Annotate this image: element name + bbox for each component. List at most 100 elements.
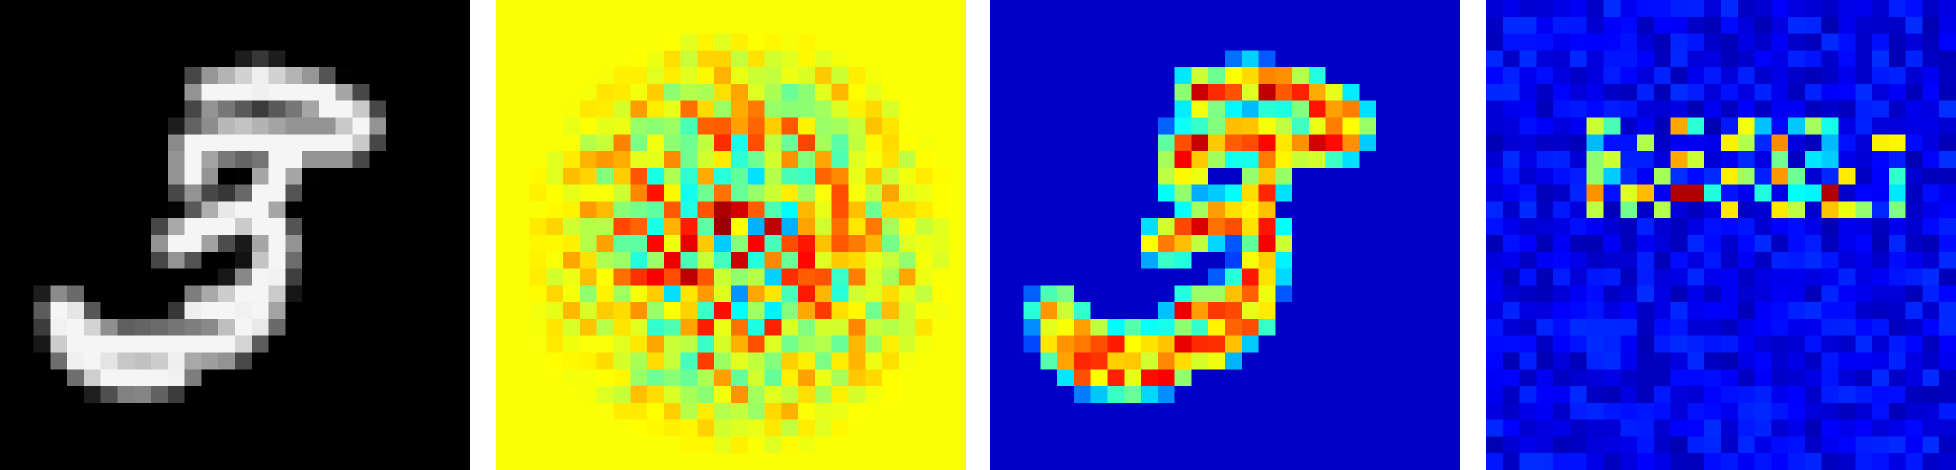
heatmap-cell — [1325, 386, 1343, 404]
heatmap-cell — [898, 100, 916, 118]
heatmap-cell — [1821, 117, 1839, 135]
heatmap-cell — [898, 402, 916, 420]
heatmap-cell — [1023, 67, 1041, 85]
heatmap-cell — [1040, 453, 1058, 470]
signed-attribution-heatmap — [496, 0, 966, 470]
heatmap-cell — [1754, 16, 1772, 34]
heatmap-cell — [1653, 201, 1671, 219]
heatmap-cell — [932, 453, 950, 470]
heatmap-cell — [436, 419, 454, 437]
heatmap-cell — [1107, 352, 1125, 370]
heatmap-cell — [1737, 33, 1755, 51]
heatmap-cell — [335, 419, 353, 437]
heatmap-cell — [1258, 302, 1276, 320]
heatmap-cell — [352, 453, 370, 470]
heatmap-cell — [1670, 201, 1688, 219]
heatmap-cell — [1553, 402, 1571, 420]
heatmap-cell — [1519, 453, 1537, 470]
heatmap-cell — [1275, 268, 1293, 286]
heatmap-cell — [1141, 117, 1159, 135]
heatmap-cell — [882, 235, 900, 253]
heatmap-cell — [386, 167, 404, 185]
heatmap-cell — [1124, 201, 1142, 219]
heatmap-cell — [1620, 218, 1638, 236]
heatmap-cell — [419, 184, 437, 202]
heatmap-cell — [915, 285, 933, 303]
heatmap-cell — [1141, 16, 1159, 34]
heatmap-cell — [1754, 167, 1772, 185]
heatmap-cell — [1939, 218, 1956, 236]
heatmap-cell — [882, 100, 900, 118]
heatmap-cell — [1603, 436, 1621, 454]
heatmap-cell — [1292, 402, 1310, 420]
heatmap-cell — [218, 436, 236, 454]
heatmap-cell — [1023, 235, 1041, 253]
heatmap-cell — [496, 453, 514, 470]
heatmap-cell — [1821, 335, 1839, 353]
heatmap-cell — [1073, 50, 1092, 68]
heatmap-cell — [1687, 0, 1705, 18]
heatmap-cell — [335, 67, 353, 85]
heatmap-cell — [117, 117, 135, 135]
heatmap-cell — [318, 235, 337, 253]
heatmap-cell — [1888, 33, 1906, 51]
heatmap-cell — [1141, 453, 1159, 470]
heatmap-cell — [563, 369, 581, 387]
heatmap-cell — [352, 201, 370, 219]
heatmap-cell — [1040, 436, 1058, 454]
heatmap-cell — [579, 352, 598, 370]
heatmap-cell — [1443, 0, 1460, 18]
heatmap-cell — [83, 16, 102, 34]
heatmap-cell — [529, 335, 547, 353]
heatmap-cell — [33, 83, 51, 102]
heatmap-cell — [613, 184, 631, 202]
heatmap-cell — [1637, 67, 1655, 85]
heatmap-cell — [1443, 16, 1460, 34]
heatmap-cell — [512, 184, 530, 202]
heatmap-cell — [1241, 352, 1259, 370]
heatmap-cell — [151, 134, 169, 152]
heatmap-cell — [201, 386, 219, 404]
heatmap-cell — [496, 33, 514, 51]
heatmap-cell — [1838, 386, 1856, 404]
heatmap-cell — [915, 0, 933, 18]
heatmap-cell — [352, 302, 370, 320]
heatmap-cell — [1124, 335, 1142, 353]
heatmap-cell — [563, 83, 581, 102]
heatmap-cell — [697, 33, 715, 51]
heatmap-cell — [402, 285, 420, 303]
heatmap-cell — [1376, 134, 1394, 152]
heatmap-cell — [1275, 67, 1293, 85]
heatmap-cell — [848, 117, 866, 135]
heatmap-cell — [100, 235, 118, 253]
heatmap-cell — [1073, 453, 1092, 470]
heatmap-cell — [1342, 453, 1360, 470]
magnitude-heatmap-pixels — [990, 0, 1460, 470]
heatmap-cell — [1308, 16, 1327, 34]
heatmap-cell — [814, 201, 833, 219]
heatmap-cell — [1376, 16, 1394, 34]
heatmap-cell — [1721, 151, 1739, 169]
heatmap-cell — [1502, 335, 1520, 353]
heatmap-cell — [1325, 419, 1343, 437]
heatmap-cell — [990, 184, 1008, 202]
heatmap-cell — [1157, 436, 1175, 454]
heatmap-cell — [1342, 369, 1360, 387]
heatmap-cell — [1040, 419, 1058, 437]
heatmap-cell — [1443, 402, 1460, 420]
heatmap-cell — [1124, 352, 1142, 370]
heatmap-cell — [1426, 302, 1444, 320]
heatmap-cell — [882, 453, 900, 470]
heatmap-cell — [1737, 50, 1755, 68]
heatmap-cell — [1603, 419, 1621, 437]
heatmap-cell — [563, 419, 581, 437]
heatmap-cell — [1392, 184, 1410, 202]
heatmap-cell — [453, 268, 470, 286]
heatmap-cell — [1141, 268, 1159, 286]
heatmap-cell — [1443, 218, 1460, 236]
heatmap-cell — [596, 386, 614, 404]
heatmap-cell — [453, 318, 470, 337]
heatmap-cell — [134, 83, 152, 102]
heatmap-cell — [1225, 50, 1243, 68]
heatmap-cell — [335, 16, 353, 34]
